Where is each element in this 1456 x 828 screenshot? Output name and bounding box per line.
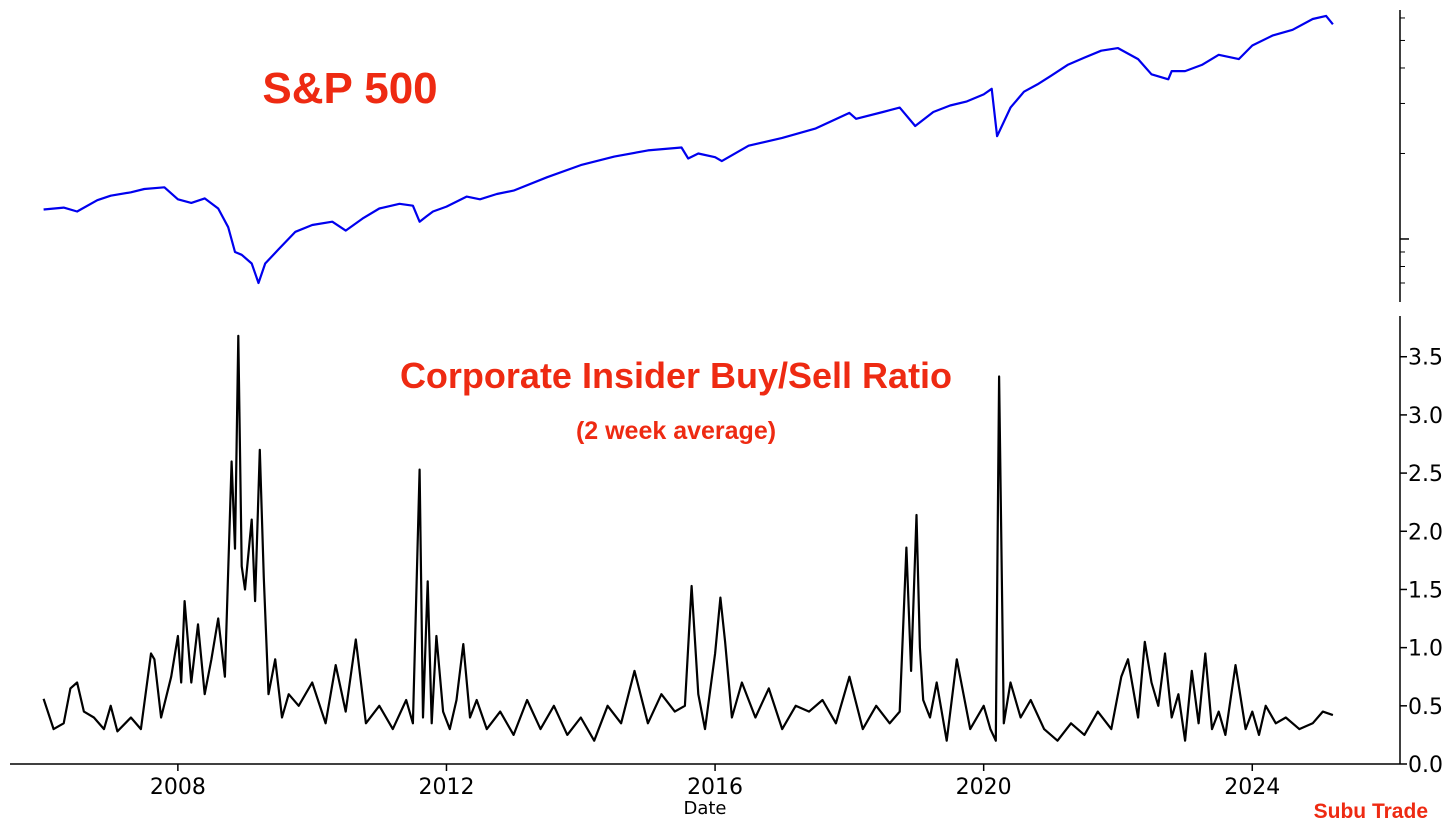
x-tick-label: 2008 bbox=[150, 775, 206, 800]
ratio-title: Corporate Insider Buy/Sell Ratio bbox=[400, 355, 952, 396]
sp500-panel: S&P 500 bbox=[43, 10, 1409, 302]
ratio-y-ticks: 0.0 0.5 1.0 1.5 2.0 2.5 3.0 3.5 bbox=[1400, 346, 1443, 778]
sp500-title: S&P 500 bbox=[262, 64, 437, 113]
watermark-text: Subu Trade bbox=[1314, 800, 1428, 823]
y-tick-label: 1.5 bbox=[1408, 578, 1443, 603]
x-axis-ticks: 2008 2012 2016 2020 2024 bbox=[150, 764, 1280, 800]
x-tick-label: 2020 bbox=[956, 775, 1012, 800]
sp500-y-ticks bbox=[1400, 17, 1409, 284]
ratio-series-line bbox=[42, 334, 1334, 742]
insider-ratio-panel: Corporate Insider Buy/Sell Ratio (2 week… bbox=[10, 316, 1443, 819]
x-axis-label: Date bbox=[683, 798, 726, 819]
y-tick-label: 3.5 bbox=[1408, 346, 1443, 371]
y-tick-label: 2.0 bbox=[1408, 520, 1443, 545]
x-tick-label: 2016 bbox=[687, 775, 743, 800]
x-tick-label: 2012 bbox=[418, 775, 474, 800]
sp500-series-line bbox=[43, 14, 1334, 285]
y-tick-label: 0.0 bbox=[1408, 753, 1443, 778]
x-tick-label: 2024 bbox=[1224, 775, 1280, 800]
y-tick-label: 0.5 bbox=[1408, 695, 1443, 720]
y-tick-label: 1.0 bbox=[1408, 637, 1443, 662]
y-tick-label: 3.0 bbox=[1408, 404, 1443, 429]
y-tick-label: 2.5 bbox=[1408, 462, 1443, 487]
ratio-subtitle: (2 week average) bbox=[576, 417, 776, 445]
